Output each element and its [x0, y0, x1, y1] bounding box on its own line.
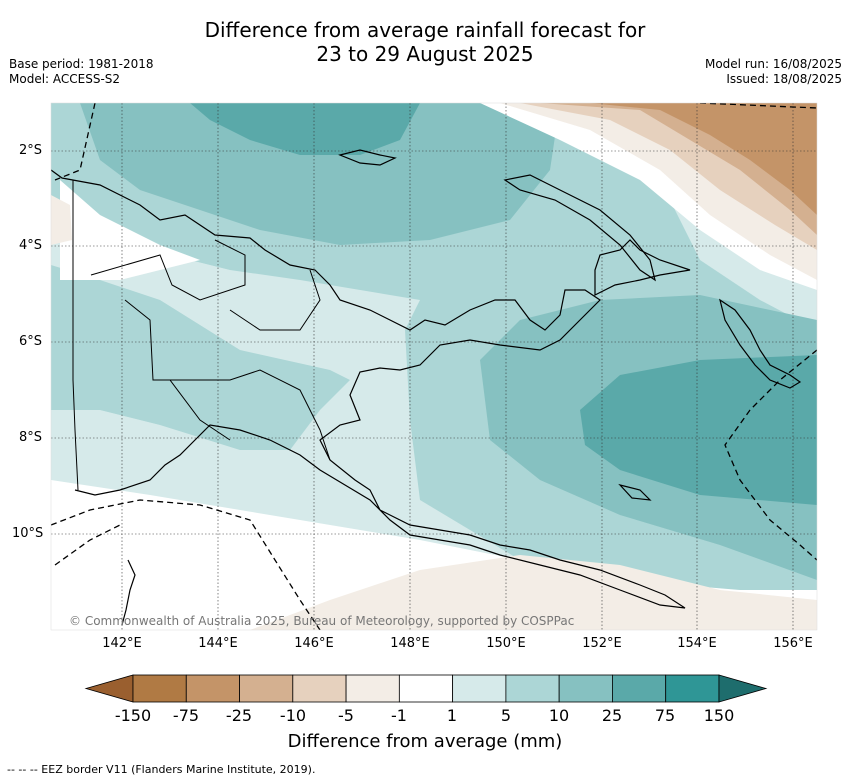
title-line-1: Difference from average rainfall forecas… [204, 18, 646, 42]
province-borders [90, 239, 331, 461]
lon-label-150e: 150°E [486, 636, 526, 651]
issued-date: Issued: 18/08/2025 [726, 72, 842, 86]
colorbar-tick: 150 [703, 706, 735, 725]
field-dry-west [51, 195, 72, 245]
eez-west [54, 103, 96, 181]
torres-coast [121, 559, 136, 626]
colorbar-cell [345, 674, 400, 703]
eez-southwest-2 [54, 524, 121, 566]
colorbar-extend-low [84, 674, 134, 703]
field-10-25-north [80, 103, 560, 245]
colorbar-tick: 10 [548, 706, 570, 725]
field-5-10-west [51, 265, 350, 450]
colorbar-cell [558, 674, 613, 703]
borders [72, 180, 331, 491]
new-ireland-coast [503, 174, 656, 282]
manus-coast [338, 149, 397, 166]
colorbar-label: Difference from average (mm) [287, 731, 563, 752]
lon-label-144e: 144°E [198, 636, 238, 651]
coastlines [51, 149, 802, 626]
lon-label-156e: 156°E [773, 636, 813, 651]
model-run: Model run: 16/08/2025 [704, 57, 842, 71]
map-fields [51, 103, 817, 630]
lat-label-2s: 2°S [19, 143, 43, 158]
bougainville-coast [719, 298, 802, 389]
base-period: Base period: 1981-2018 [9, 57, 154, 71]
title-line-2: 23 to 29 August 2025 [316, 42, 534, 66]
colorbar-cell [665, 674, 720, 703]
colorbar-cell [292, 674, 347, 703]
colorbar-tick: -1 [391, 706, 407, 725]
indonesia-png-border [72, 180, 79, 491]
model-name: Model: ACCESS-S2 [9, 72, 121, 86]
gridlines [51, 103, 817, 630]
field-25-75-east [580, 355, 817, 505]
field-neutral-west [60, 180, 200, 280]
lat-label-6s: 6°S [19, 334, 43, 349]
colorbar-tick: -150 [114, 706, 152, 725]
eez-southwest [51, 499, 321, 630]
png-mainland-coast [51, 169, 686, 609]
field-dry-northeast-4 [590, 103, 817, 215]
colorbar-cell [239, 674, 294, 703]
colorbar-cell [398, 674, 454, 703]
lon-label-152e: 152°E [582, 636, 622, 651]
colorbar-tick: 75 [654, 706, 676, 725]
colorbar-cell [132, 674, 187, 703]
lat-label-4s: 4°S [19, 238, 43, 253]
field-25-75-north [190, 103, 420, 155]
eez-footnote: -- -- -- EEZ border V11 (Flanders Marine… [7, 763, 316, 776]
colorbar-cell [452, 674, 507, 703]
lat-label-10s: 10°S [12, 526, 44, 541]
colorbar-tick: 5 [500, 706, 512, 725]
eez-east [724, 349, 817, 561]
colorbar-cell [612, 674, 667, 703]
new-britain-coast [594, 239, 691, 296]
colorbar-tick: -25 [225, 706, 253, 725]
field-dry-south [250, 555, 817, 630]
colorbar-cell [505, 674, 560, 703]
lat-label-8s: 8°S [19, 430, 43, 445]
lon-label-142e: 142°E [102, 636, 142, 651]
colorbar-extend-high [718, 674, 768, 703]
lon-label-148e: 148°E [390, 636, 430, 651]
colorbar-cell [185, 674, 240, 703]
colorbar-tick: -5 [338, 706, 354, 725]
dentrecasteaux-coast [618, 483, 652, 501]
colorbar-tick: -10 [279, 706, 307, 725]
colorbar-tick: 1 [446, 706, 458, 725]
chart-title: Difference from average rainfall forecas… [0, 18, 850, 66]
eez-borders [51, 103, 817, 630]
copyright-notice: © Commonwealth of Australia 2025, Bureau… [69, 614, 575, 628]
lon-label-146e: 146°E [294, 636, 334, 651]
meta-left: Base period: 1981-2018 Model: ACCESS-S2 [9, 57, 154, 87]
meta-right: Model run: 16/08/2025 Issued: 18/08/2025 [705, 57, 842, 87]
colorbar-cells [84, 674, 768, 703]
colorbar-tick: 25 [601, 706, 623, 725]
colorbar-tick: -75 [172, 706, 200, 725]
lon-label-154e: 154°E [677, 636, 717, 651]
